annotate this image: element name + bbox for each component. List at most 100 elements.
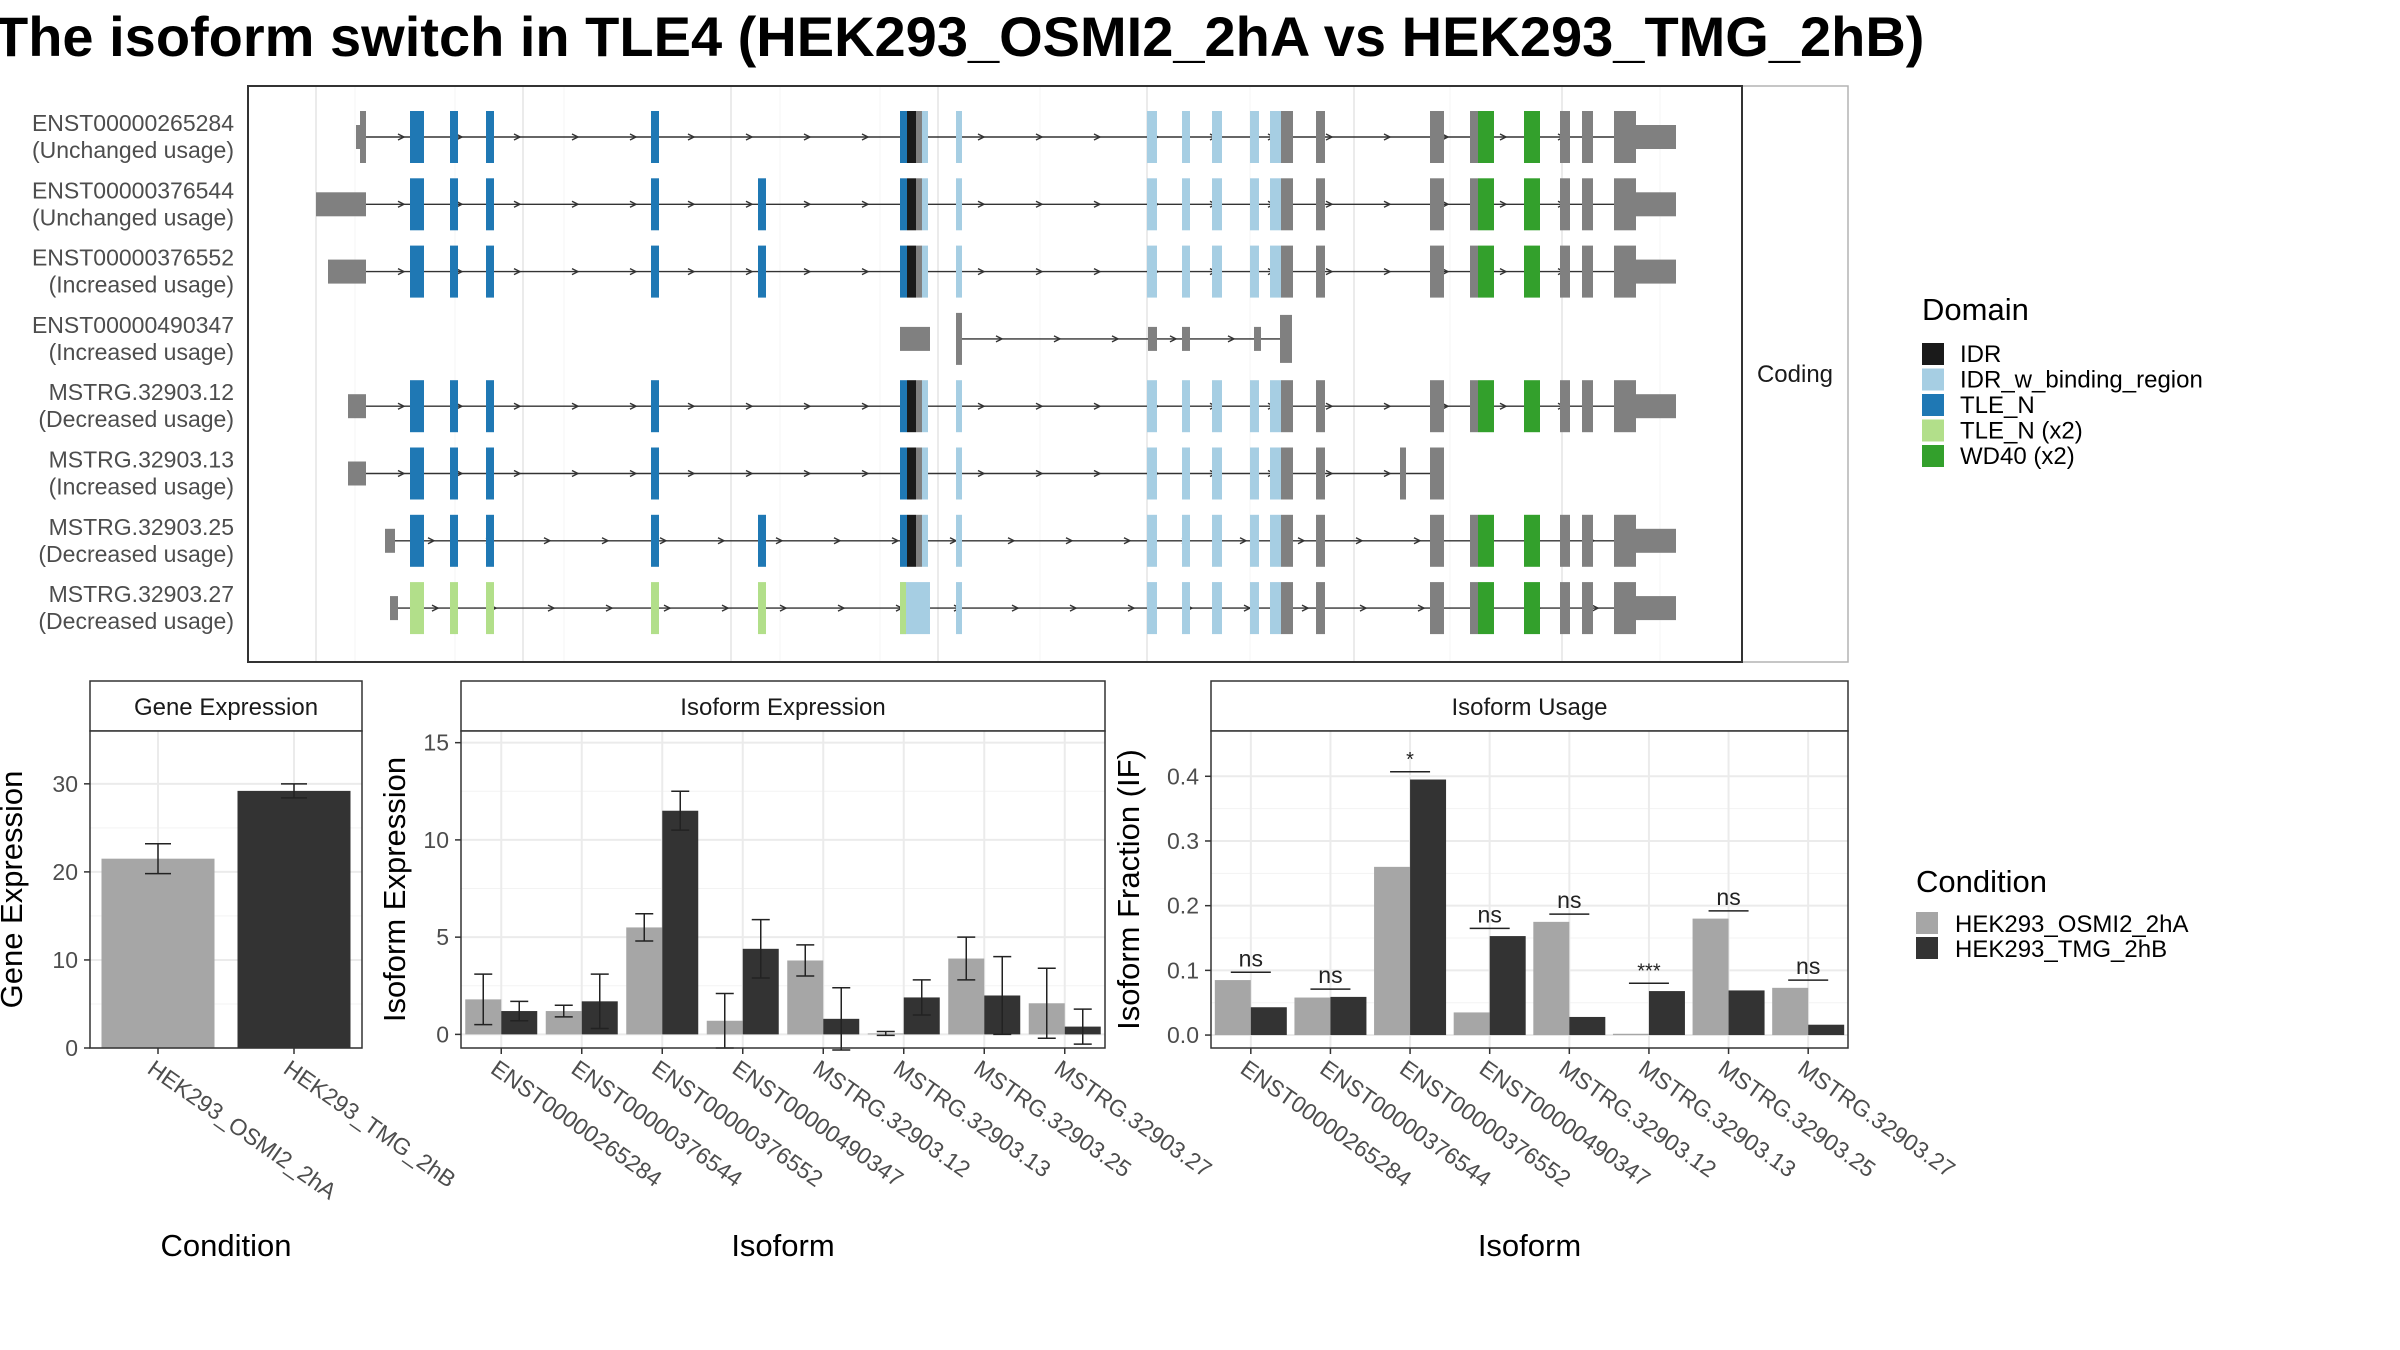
coding-exon <box>1582 178 1593 231</box>
coding-exon <box>956 447 962 500</box>
intron-arrow <box>745 469 754 478</box>
y-tick-label: 0.3 <box>1167 828 1199 854</box>
bar <box>1410 779 1447 1036</box>
transcript-usage-label: (Unchanged usage) <box>32 204 234 230</box>
intron-arrow <box>397 469 406 478</box>
intron-arrow <box>513 469 522 478</box>
coding-exon <box>1430 582 1444 635</box>
coding-exon <box>1281 582 1293 635</box>
coding-exon <box>1560 582 1570 635</box>
bar <box>237 790 351 1048</box>
intron-arrow <box>861 469 870 478</box>
intron-arrow <box>745 133 754 141</box>
coding-exon <box>1560 178 1570 231</box>
intron-arrow <box>397 133 406 141</box>
coding-exon <box>1470 111 1478 163</box>
transcript-id-label: MSTRG.32903.13 <box>49 447 234 473</box>
coding-exon <box>956 178 962 231</box>
coding-exon <box>450 514 458 567</box>
intron-arrow <box>1359 604 1368 612</box>
intron-arrow <box>543 537 552 545</box>
coding-exon <box>1478 380 1494 433</box>
condition-legend-label: HEK293_TMG_2hB <box>1955 936 2167 963</box>
utr-exon <box>390 596 398 621</box>
coding-exon <box>1614 380 1636 433</box>
coding-exon <box>450 178 458 231</box>
intron-arrow <box>837 604 846 612</box>
coding-exon <box>1147 245 1157 298</box>
intron-arrow <box>629 133 638 141</box>
intron-arrow <box>1499 402 1508 410</box>
coding-exon <box>1250 245 1259 298</box>
coding-exon <box>1316 582 1325 635</box>
y-tick-label: 10 <box>423 827 449 853</box>
transcript-usage-label: (Decreased usage) <box>38 406 234 432</box>
coding-exon <box>1182 178 1190 231</box>
coding-exon <box>916 111 922 163</box>
coding-exon <box>900 178 907 231</box>
intron-arrow <box>1069 604 1078 612</box>
domain-legend-label: WD40 (x2) <box>1960 443 2075 470</box>
coding-exon <box>916 447 922 500</box>
y-axis-title: Isoform Expression <box>377 757 412 1022</box>
condition-legend-swatch <box>1916 912 1938 934</box>
transcript-usage-label: (Unchanged usage) <box>32 137 234 163</box>
bar <box>1728 990 1765 1036</box>
coding-exon <box>758 245 766 298</box>
coding-exon <box>1582 514 1593 567</box>
intron-arrow <box>571 402 580 410</box>
intron-arrow <box>891 537 900 545</box>
coding-exon <box>956 582 962 635</box>
bar <box>662 810 699 1035</box>
intron-arrow <box>431 604 440 612</box>
intron-arrow <box>513 133 522 141</box>
coding-exon <box>450 380 458 433</box>
utr-exon <box>1636 125 1676 149</box>
structure-panel-background <box>248 86 1742 662</box>
structure-panel-border <box>247 85 1743 663</box>
intron-arrow <box>427 537 436 545</box>
coding-exon <box>486 380 494 433</box>
coding-exon <box>1182 447 1190 500</box>
utr-exon <box>316 192 366 217</box>
y-tick-label: 0.1 <box>1167 957 1199 983</box>
domain-legend-swatch <box>1922 445 1944 467</box>
intron-arrow <box>1383 200 1392 208</box>
intron-arrow <box>977 133 986 141</box>
intron-arrow <box>397 200 406 208</box>
intron-arrow <box>571 267 580 276</box>
bar <box>1250 1007 1287 1036</box>
bar <box>1374 866 1411 1036</box>
coding-exon <box>1582 582 1593 635</box>
y-tick-label: 15 <box>423 730 449 756</box>
intron-arrow <box>1035 267 1044 276</box>
intron-arrow <box>775 537 784 545</box>
intron-arrow <box>1093 469 1102 478</box>
transcript-id-label: MSTRG.32903.25 <box>49 514 234 540</box>
coding-exon <box>1147 380 1157 433</box>
coding-exon <box>1470 380 1478 433</box>
intron-arrow <box>605 604 614 612</box>
significance-label: * <box>1406 749 1414 771</box>
coding-exon <box>1250 380 1259 433</box>
facet-strip <box>460 680 1106 732</box>
intron-arrow <box>1011 604 1020 612</box>
bar <box>1330 996 1367 1036</box>
coding-exon <box>410 582 424 635</box>
coding-exon <box>1281 380 1293 433</box>
coding-exon <box>651 111 659 163</box>
utr-exon <box>328 259 366 284</box>
intron-arrow <box>397 267 406 276</box>
coding-exon <box>651 447 659 500</box>
coding-exon <box>486 178 494 231</box>
coding-exon <box>1147 178 1157 231</box>
intron-arrow <box>1111 335 1120 343</box>
bar <box>1772 987 1809 1036</box>
intron-arrow <box>977 402 986 410</box>
intron-arrow <box>1355 537 1364 545</box>
coding-exon <box>1470 178 1478 231</box>
coding-exon <box>1281 111 1293 163</box>
exon-segment <box>360 111 366 163</box>
coding-exon <box>1182 582 1190 635</box>
significance-label: ns <box>1478 901 1502 927</box>
